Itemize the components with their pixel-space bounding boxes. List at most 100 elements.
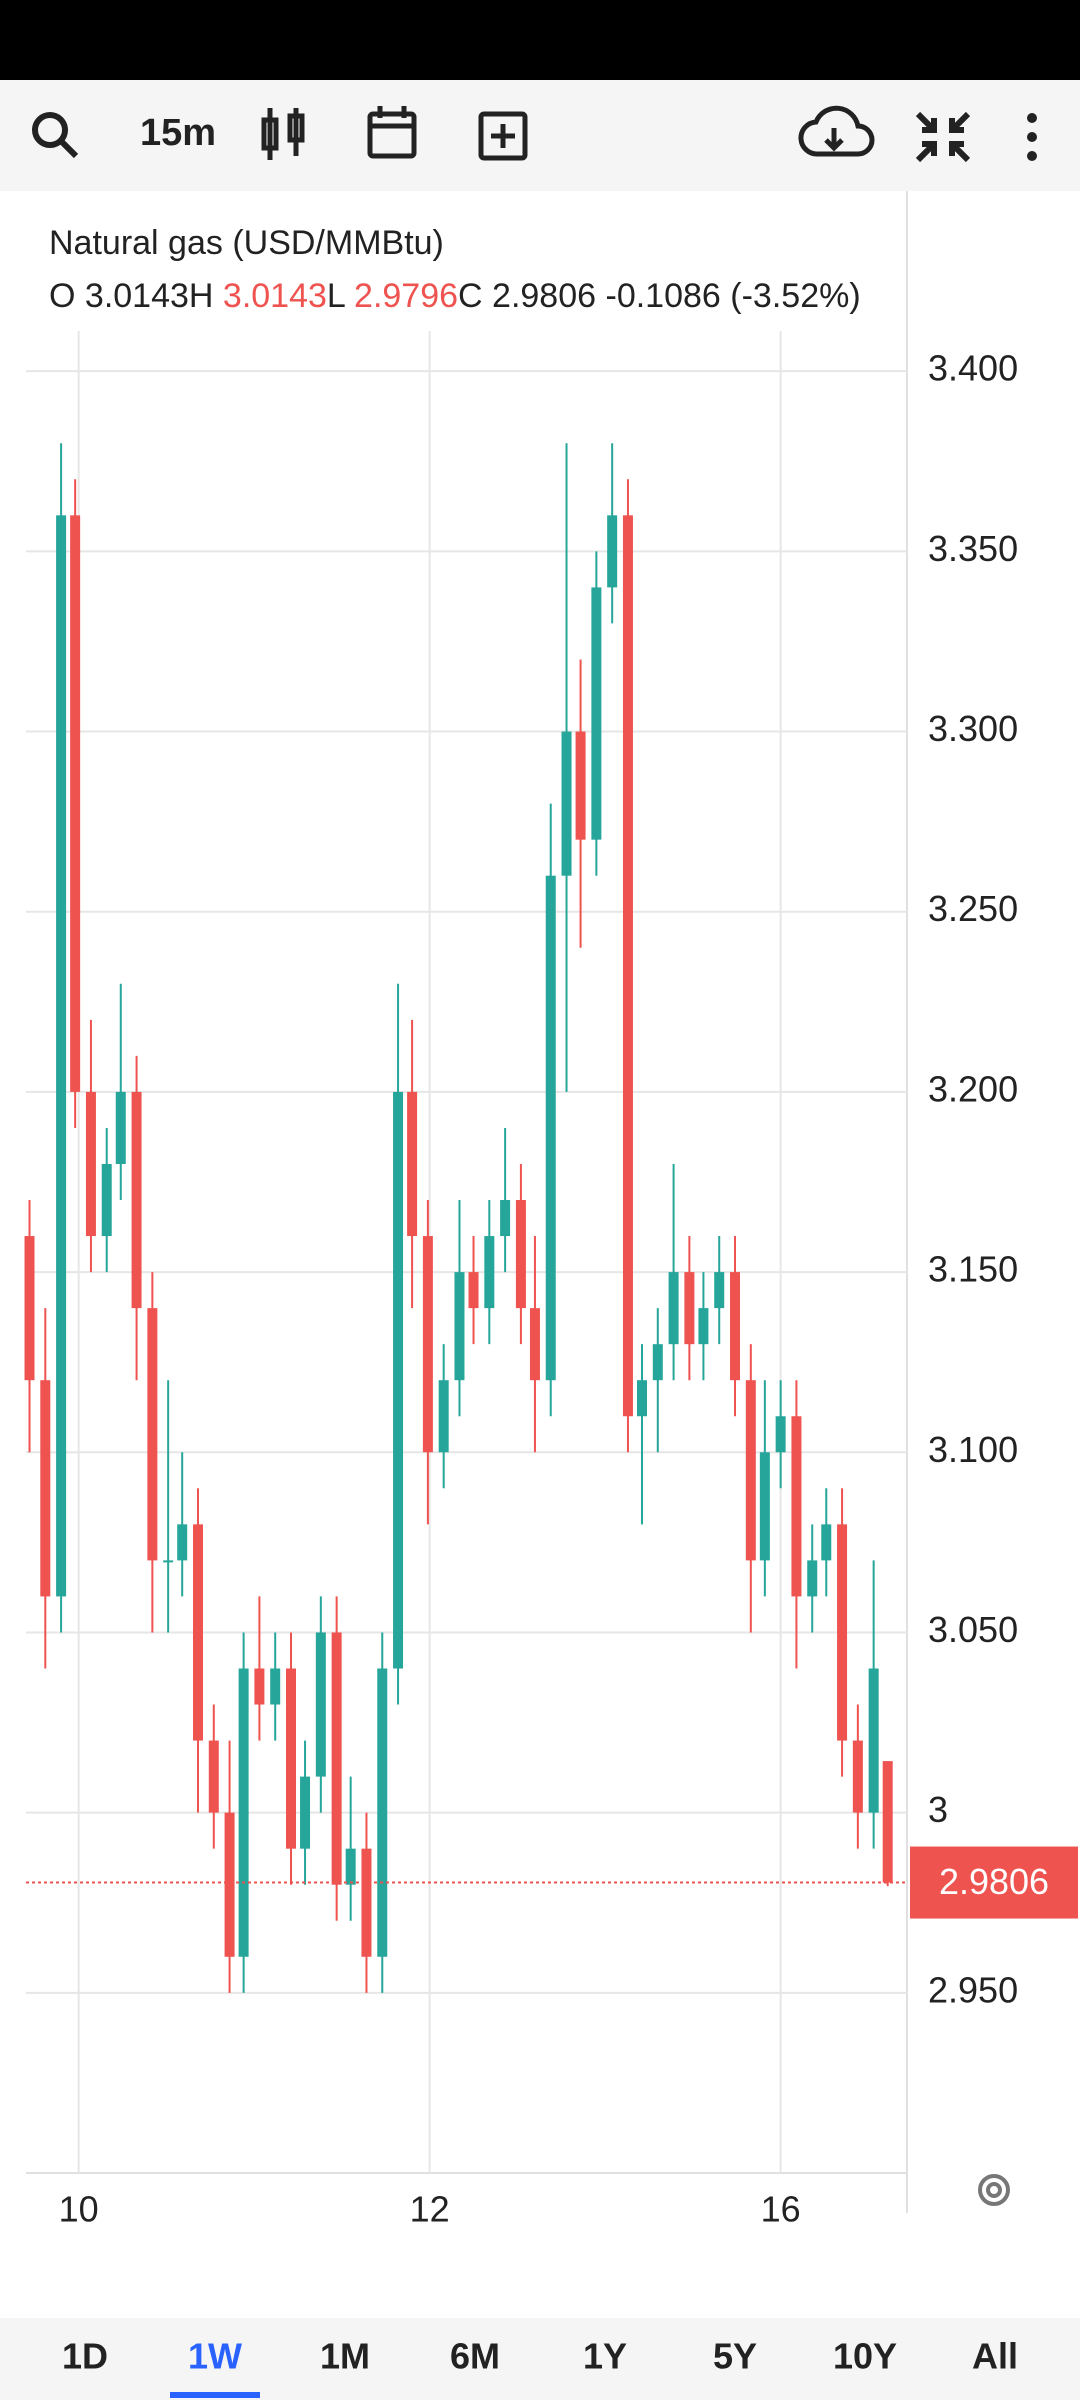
candle-body (101, 1163, 112, 1237)
ohlc-label: O (49, 277, 75, 315)
candle-body (668, 1272, 679, 1345)
ohlc-legend: O 3.0143H 3.0143L 2.9796C 2.9806 -0.1086… (49, 277, 861, 315)
candle-body (759, 1452, 770, 1561)
candle-body (730, 1272, 741, 1381)
ohlc-value: 2.9796 (354, 277, 458, 315)
candle-body (192, 1524, 203, 1741)
x-tick-label: 16 (761, 2189, 801, 2230)
y-tick-label: 3.350 (928, 528, 1018, 569)
ohlc-label: C (458, 277, 483, 315)
more-menu-icon[interactable] (1027, 113, 1037, 161)
range-option[interactable]: All (972, 2336, 1018, 2377)
candle-body (377, 1668, 388, 1957)
range-option[interactable]: 1Y (583, 2336, 627, 2377)
candle-body (270, 1668, 281, 1705)
candle-body (85, 1091, 96, 1237)
candle-body (115, 1091, 126, 1164)
candle-body (837, 1524, 848, 1741)
candle-body (529, 1308, 540, 1381)
add-indicator-icon[interactable] (478, 111, 528, 161)
candle-body (393, 1091, 404, 1669)
candle-body (622, 515, 633, 1417)
x-tick-label: 12 (410, 2189, 450, 2230)
candle-body (807, 1560, 818, 1597)
candle-body (607, 515, 618, 588)
interval-button[interactable]: 15m (140, 112, 216, 154)
range-selector: 1D 1W 1M 6M 1Y 5Y 10Y All (62, 2336, 1018, 2398)
change-value: -0.1086 (606, 277, 721, 315)
candle-body (561, 731, 572, 876)
candle-body (484, 1236, 495, 1309)
status-bar (0, 0, 1080, 80)
ohlc-label: H (189, 277, 214, 315)
calendar-icon[interactable] (367, 106, 417, 159)
candle-body (345, 1848, 356, 1885)
candle-body (56, 515, 67, 1597)
candle-body (714, 1272, 725, 1309)
y-tick-label: 3.250 (928, 888, 1018, 929)
candle-body (147, 1308, 158, 1561)
y-tick-label: 2.950 (928, 1969, 1018, 2010)
range-option[interactable]: 6M (450, 2336, 500, 2377)
fullscreen-exit-icon[interactable] (915, 111, 971, 163)
candle-body (791, 1416, 802, 1597)
candle-body (315, 1632, 326, 1777)
candle-body (24, 1236, 35, 1381)
ohlc-value: 2.9806 (492, 277, 596, 315)
toolbar (0, 80, 1080, 191)
range-option[interactable]: 1D (62, 2336, 108, 2377)
chart-style-icon[interactable] (261, 108, 305, 160)
candle-body (163, 1560, 174, 1563)
y-tick-label: 3 (928, 1789, 948, 1830)
ohlc-value: 3.0143 (85, 277, 189, 315)
candle-body (868, 1668, 879, 1813)
candle-body (254, 1668, 265, 1705)
candle-body (361, 1848, 372, 1957)
candle-body (286, 1668, 297, 1849)
y-tick-label: 3.400 (928, 348, 1018, 389)
candle-body (775, 1416, 786, 1453)
candle-body (238, 1668, 249, 1957)
candle-body (422, 1236, 433, 1453)
candle-body (40, 1380, 51, 1597)
x-tick-label: 10 (59, 2189, 99, 2230)
candle-body (591, 587, 602, 840)
candle-body (300, 1776, 311, 1849)
candle-body (438, 1380, 449, 1453)
candle-body (636, 1380, 647, 1417)
candle-body (515, 1200, 526, 1309)
candle-body (882, 1761, 893, 1883)
candle-body (545, 875, 556, 1381)
candle-body (177, 1524, 188, 1561)
settings-icon[interactable] (978, 2174, 1010, 2206)
legend-backdrop (40, 220, 900, 320)
last-price-badge (910, 1846, 1078, 1919)
range-option[interactable]: 1W (188, 2336, 242, 2377)
candle-body (454, 1272, 465, 1381)
grid (26, 331, 907, 2173)
candle-body (500, 1200, 511, 1237)
search-icon[interactable] (32, 112, 79, 159)
y-tick-label: 3.200 (928, 1068, 1018, 1109)
chart-title: Natural gas (USD/MMBtu) (49, 224, 444, 262)
range-selected-indicator (170, 2392, 260, 2398)
range-option[interactable]: 10Y (833, 2336, 897, 2377)
candle-body (224, 1812, 235, 1957)
candle-body (652, 1344, 663, 1381)
cloud-icon[interactable] (798, 105, 875, 157)
change-percent: (-3.52%) (730, 277, 860, 315)
candle-body (407, 1091, 418, 1237)
range-option[interactable]: 5Y (713, 2336, 757, 2377)
candle-body (331, 1632, 342, 1885)
last-price-label: 2.9806 (939, 1861, 1049, 1902)
y-tick-label: 3.150 (928, 1249, 1018, 1290)
candle-body (468, 1272, 479, 1309)
ohlc-value: 3.0143 (223, 277, 327, 315)
candle-body (684, 1272, 695, 1345)
candle-body (745, 1380, 756, 1561)
candle-body (70, 515, 81, 1092)
y-tick-label: 3.100 (928, 1429, 1018, 1470)
range-option[interactable]: 1M (320, 2336, 370, 2377)
y-tick-label: 3.300 (928, 708, 1018, 749)
